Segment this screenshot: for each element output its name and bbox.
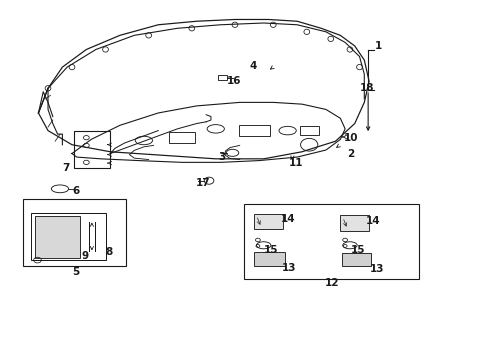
Bar <box>254 213 282 229</box>
Text: 18: 18 <box>359 82 374 93</box>
Text: 15: 15 <box>264 245 278 255</box>
Bar <box>238 125 269 136</box>
Text: 6: 6 <box>72 186 79 195</box>
Text: 1: 1 <box>374 41 382 51</box>
Text: 14: 14 <box>280 214 294 224</box>
Text: 16: 16 <box>226 76 241 86</box>
Bar <box>35 216 80 258</box>
Text: 2: 2 <box>346 149 354 158</box>
Bar <box>340 215 368 231</box>
Bar <box>23 199 126 266</box>
Text: 13: 13 <box>369 264 383 274</box>
Text: 7: 7 <box>62 163 70 173</box>
Bar <box>31 213 105 260</box>
Text: 11: 11 <box>288 158 303 168</box>
Text: 9: 9 <box>81 251 89 261</box>
Bar <box>254 252 285 266</box>
Bar <box>74 131 110 168</box>
Text: 5: 5 <box>72 267 79 278</box>
Text: 10: 10 <box>343 133 357 143</box>
Text: 15: 15 <box>350 245 365 255</box>
Bar <box>299 126 318 135</box>
Text: 13: 13 <box>281 263 295 273</box>
Text: 17: 17 <box>195 178 210 188</box>
Bar <box>218 75 226 80</box>
Text: 12: 12 <box>324 278 338 288</box>
Text: 4: 4 <box>249 62 256 71</box>
Text: 8: 8 <box>105 247 113 257</box>
Bar <box>244 204 419 279</box>
Bar <box>169 132 195 143</box>
Bar <box>341 253 370 266</box>
Text: 3: 3 <box>218 152 224 162</box>
Text: 14: 14 <box>365 216 380 226</box>
